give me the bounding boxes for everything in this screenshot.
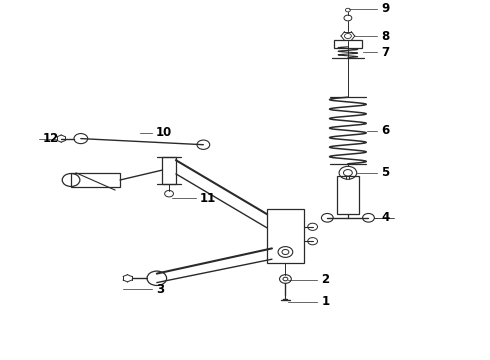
Text: 10: 10 xyxy=(156,126,172,139)
Text: 11: 11 xyxy=(200,192,216,204)
Bar xyxy=(71,173,120,187)
Text: 12: 12 xyxy=(43,132,59,145)
Bar xyxy=(337,176,359,214)
Text: 4: 4 xyxy=(381,211,390,224)
Text: 6: 6 xyxy=(381,124,390,137)
Text: 2: 2 xyxy=(321,273,329,286)
Text: 7: 7 xyxy=(381,46,390,59)
Bar xyxy=(267,209,304,263)
Text: 9: 9 xyxy=(381,3,390,15)
Text: 5: 5 xyxy=(381,166,390,179)
Bar xyxy=(334,40,362,48)
Text: 1: 1 xyxy=(321,295,329,308)
Text: 8: 8 xyxy=(381,30,390,42)
Text: 3: 3 xyxy=(156,283,164,296)
Bar xyxy=(162,157,176,184)
